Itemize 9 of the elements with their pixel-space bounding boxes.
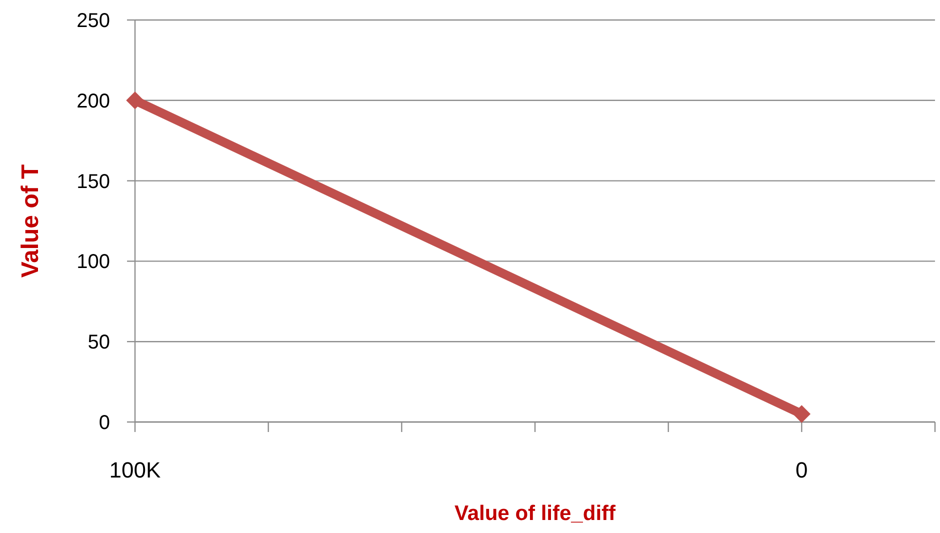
- y-tick-label: 250: [76, 10, 110, 32]
- y-tick-label: 200: [76, 90, 110, 112]
- y-tick-label: 100: [76, 251, 110, 274]
- x-axis-title: Value of life_diff: [454, 502, 617, 525]
- y-tick-label: 0: [98, 412, 110, 434]
- y-tick-label: 150: [76, 170, 110, 193]
- x-tick-label: 100K: [109, 458, 162, 483]
- y-axis-title: Value of T: [17, 164, 44, 278]
- y-tick-label: 50: [88, 332, 110, 354]
